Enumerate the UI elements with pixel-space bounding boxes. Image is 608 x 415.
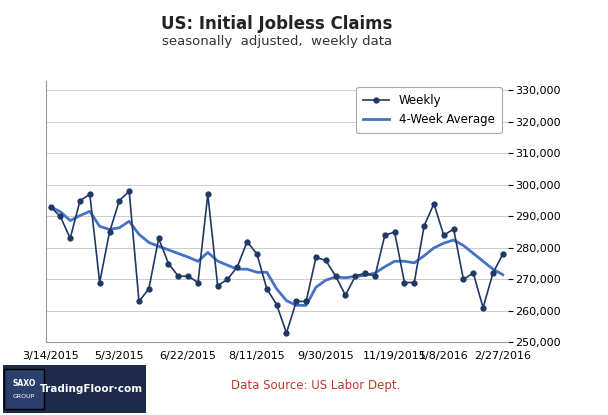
Text: GROUP: GROUP — [13, 394, 35, 399]
FancyBboxPatch shape — [4, 369, 44, 409]
Text: US: Initial Jobless Claims: US: Initial Jobless Claims — [161, 15, 392, 32]
Text: seasonally  adjusted,  weekly data: seasonally adjusted, weekly data — [162, 35, 392, 48]
Text: SAXO: SAXO — [12, 379, 35, 388]
Legend: Weekly, 4-Week Average: Weekly, 4-Week Average — [356, 87, 502, 133]
Text: Data Source: US Labor Dept.: Data Source: US Labor Dept. — [232, 379, 401, 392]
Text: TradingFloor·com: TradingFloor·com — [40, 384, 143, 394]
